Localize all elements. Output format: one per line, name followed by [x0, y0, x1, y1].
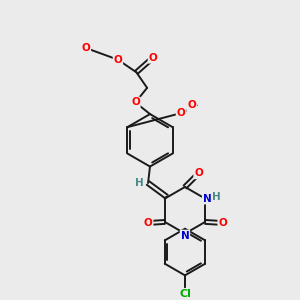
Text: Cl: Cl: [179, 289, 191, 299]
Text: H: H: [212, 192, 221, 202]
Text: O: O: [194, 168, 203, 178]
Text: O: O: [218, 218, 227, 228]
Text: O: O: [177, 108, 185, 118]
Text: O: O: [131, 98, 140, 107]
Text: O: O: [148, 53, 157, 63]
Text: O: O: [82, 43, 90, 53]
Text: N: N: [203, 194, 212, 204]
Text: O: O: [177, 108, 185, 118]
Text: O: O: [114, 55, 122, 65]
Text: O: O: [144, 218, 153, 228]
Text: O: O: [188, 100, 196, 110]
Text: N: N: [181, 230, 189, 241]
Text: H: H: [135, 178, 144, 188]
